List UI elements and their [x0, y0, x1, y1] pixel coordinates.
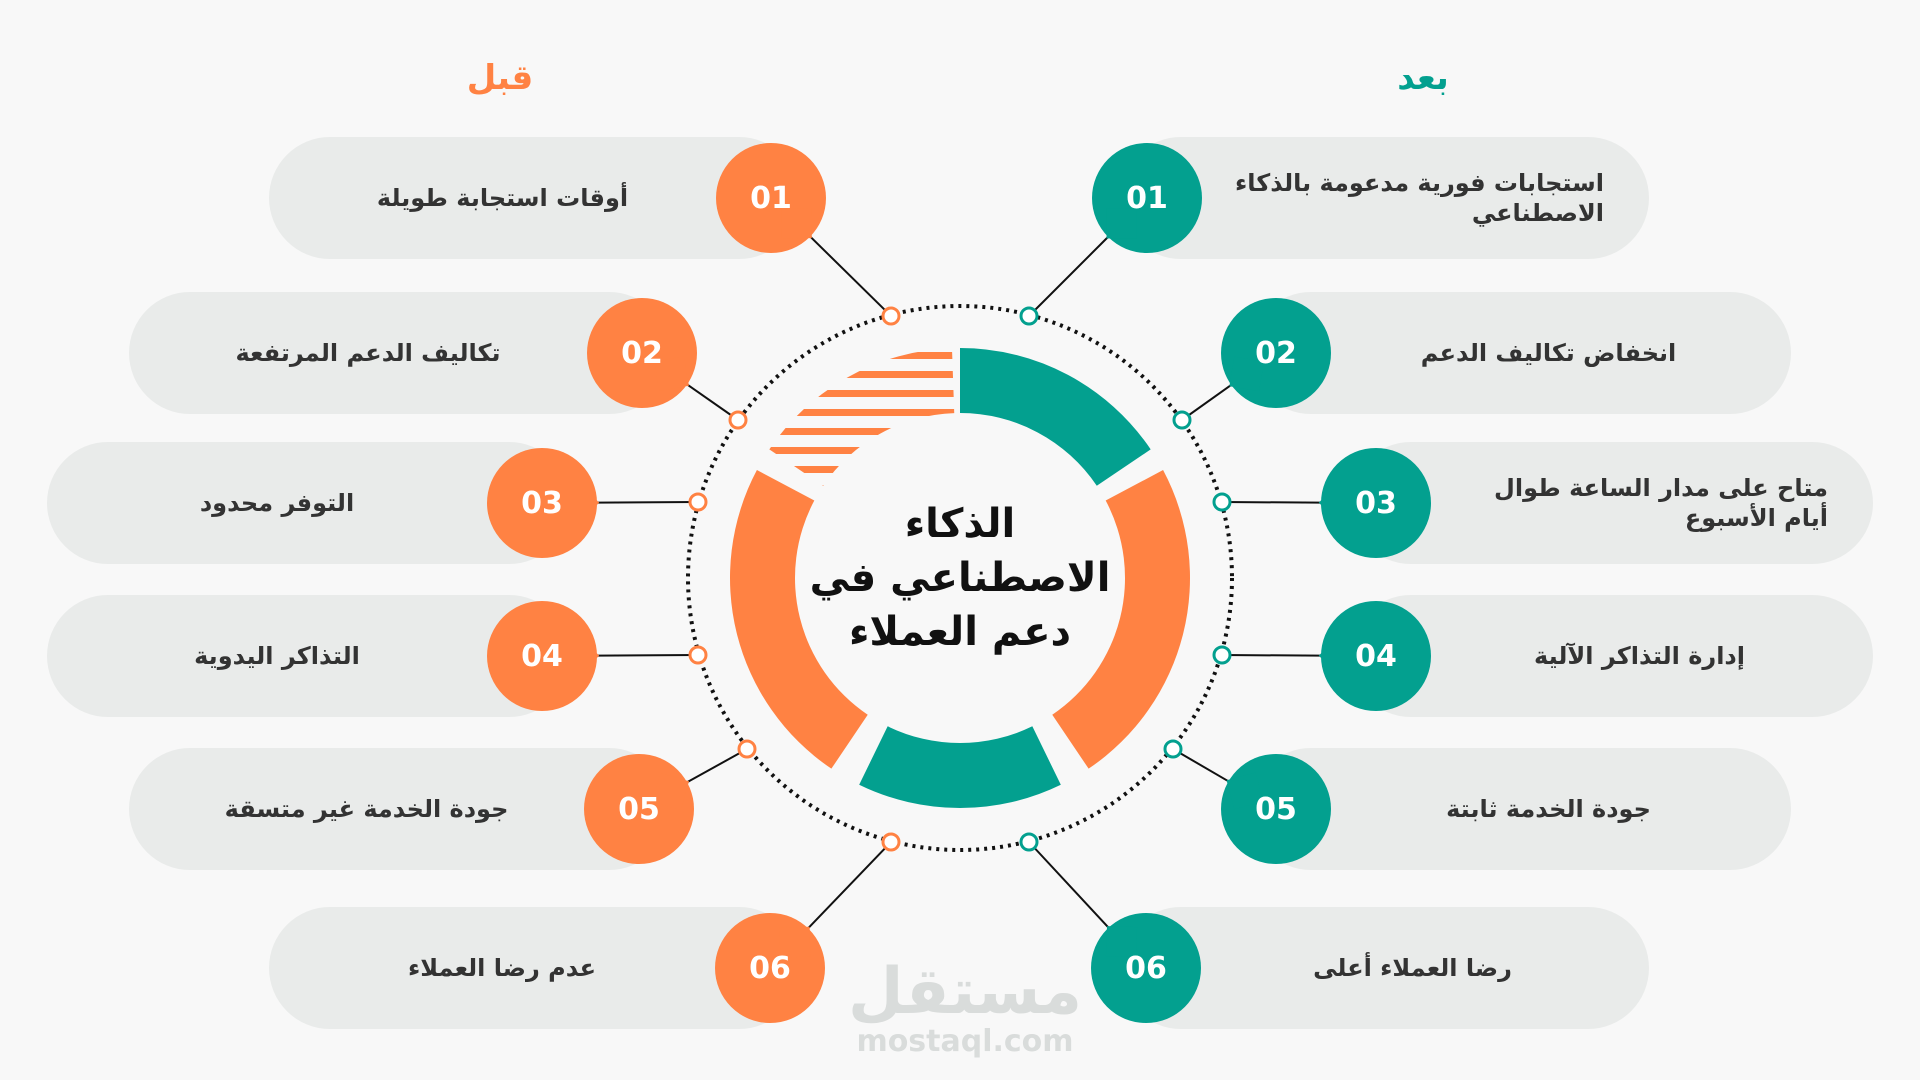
before-number-badge: 05: [584, 754, 694, 864]
segment-teal-top: [960, 348, 1151, 486]
connector-dot: [737, 739, 757, 759]
bubble-tail: [556, 634, 600, 677]
connector-line: [596, 501, 699, 504]
before-pill-05: [129, 748, 670, 870]
after-item-text: استجابات فورية مدعومة بالذكاء الاصطناعي: [1235, 169, 1604, 227]
after-pill-03: [1350, 442, 1873, 564]
mostaql-watermark: مستقل mostaql.com: [848, 960, 1082, 1059]
badge-number: 04: [1355, 638, 1397, 674]
before-pill-03: [47, 442, 570, 564]
badge-number: 03: [521, 485, 563, 521]
connector-line: [1172, 748, 1229, 783]
after-item-text: متاح على مدار الساعة طوال أيام الأسبوع: [1494, 474, 1828, 532]
after-number-badge: 06: [1091, 913, 1201, 1023]
stripe: [769, 428, 955, 435]
badge-number: 01: [750, 180, 792, 216]
connector-line: [1028, 236, 1109, 317]
stripe: [769, 409, 955, 416]
after-item-text: رضا العملاء أعلى: [1313, 954, 1512, 982]
connector-line: [686, 748, 748, 784]
before-pill-04: [47, 595, 570, 717]
connector-line: [809, 235, 892, 317]
after-item-text: انخفاض تكاليف الدعم: [1420, 339, 1677, 367]
after-item-text: إدارة التذاكر الآلية: [1534, 642, 1745, 670]
after-number-badge: 02: [1221, 298, 1331, 408]
badge-number: 06: [749, 950, 791, 986]
connector-dot: [1172, 410, 1192, 430]
before-number-badge: 03: [487, 448, 600, 558]
stripe: [769, 466, 955, 473]
after-pill-01: [1120, 137, 1649, 259]
before-item-text: التذاكر اليدوية: [194, 642, 360, 670]
badge-number: 06: [1125, 950, 1167, 986]
connector-dot: [688, 492, 708, 512]
after-number-badge: 05: [1221, 754, 1331, 864]
stripe: [769, 352, 955, 359]
stripe: [769, 485, 955, 486]
after-item-text: جودة الخدمة ثابتة: [1446, 795, 1651, 823]
badge-number: 01: [1126, 180, 1168, 216]
stripe: [769, 447, 955, 454]
after-pill-06: [1120, 907, 1649, 1029]
badge-number: 03: [1355, 485, 1397, 521]
before-header: قبل: [466, 58, 534, 98]
badge-number: 04: [521, 638, 563, 674]
after-number-badge: 03: [1318, 448, 1431, 558]
segment-teal-bottom: [859, 726, 1061, 808]
bubble-tail: [556, 481, 600, 524]
connector-line: [686, 383, 739, 421]
connector-dot: [1019, 306, 1039, 326]
badge-number: 05: [618, 791, 660, 827]
connector-line: [1221, 501, 1322, 504]
after-header: بعد: [1397, 58, 1449, 98]
after-number-badge: 04: [1318, 601, 1431, 711]
center-title: الذكاء الاصطناعي في دعم العملاء: [809, 501, 1111, 655]
segment-orange-right: [1052, 470, 1190, 769]
before-number-badge: 02: [587, 298, 697, 408]
connector-dot: [881, 306, 901, 326]
stripe: [769, 371, 955, 378]
connector-dot: [1212, 645, 1232, 665]
connector-dot: [688, 645, 708, 665]
connector-dot: [728, 410, 748, 430]
connector-dot: [881, 832, 901, 852]
connector-line: [1028, 841, 1110, 929]
connector-line: [1221, 654, 1322, 657]
before-number-badge: 04: [487, 601, 600, 711]
watermark-arabic: مستقل: [847, 955, 1083, 1029]
before-item-text: جودة الخدمة غير متسقة: [224, 795, 509, 823]
before-pill-02: [129, 292, 670, 414]
before-item-text: عدم رضا العملاء: [408, 954, 596, 982]
before-item-text: أوقات استجابة طويلة: [376, 184, 629, 212]
before-number-badge: 01: [716, 143, 826, 253]
before-item-text: التوفر محدود: [199, 489, 355, 517]
segment-orange-left: [730, 470, 868, 769]
after-number-badge: 01: [1092, 143, 1202, 253]
connector-dot: [1019, 832, 1039, 852]
connector-dot: [1212, 492, 1232, 512]
badge-number: 02: [621, 335, 663, 371]
before-item-text: تكاليف الدعم المرتفعة: [235, 339, 501, 367]
before-pill-06: [269, 907, 800, 1029]
after-pill-05: [1250, 748, 1791, 870]
badge-number: 05: [1255, 791, 1297, 827]
before-number-badge: 06: [715, 913, 825, 1023]
after-pill-02: [1250, 292, 1791, 414]
connector-line: [596, 654, 699, 657]
dotted-ring: [686, 304, 1234, 852]
stripe: [769, 390, 955, 397]
connector-line: [1181, 384, 1232, 421]
connector-line: [807, 841, 892, 930]
badge-number: 02: [1255, 335, 1297, 371]
connector-dot: [1163, 739, 1183, 759]
after-pill-04: [1350, 595, 1873, 717]
watermark-latin: mostaql.com: [856, 1024, 1074, 1059]
before-pill-01: [269, 137, 800, 259]
